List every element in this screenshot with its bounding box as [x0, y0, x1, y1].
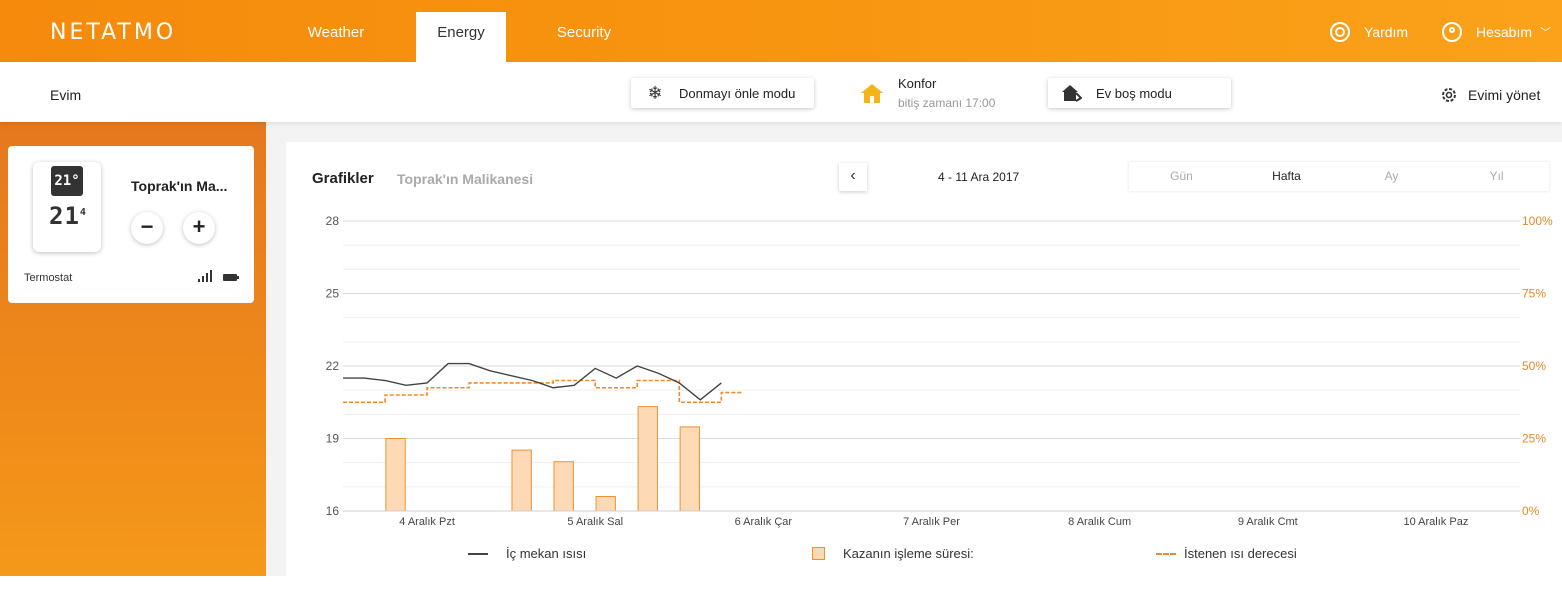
x-tick-label: 9 Aralık Cmt: [1238, 516, 1298, 528]
thermostat-display: 21° 214: [33, 162, 101, 252]
y-right-tick-label: 50%: [1522, 359, 1546, 373]
period-year[interactable]: Yıl: [1489, 169, 1504, 183]
setpoint-temperature: 21°: [51, 166, 83, 196]
home-toolbar: Evim ❄ Donmayı önle modu Konfor bitiş za…: [0, 62, 1562, 122]
legend-boiler-time: Kazanın işleme süresi:: [812, 546, 974, 561]
legend-dash-swatch: [1156, 552, 1176, 555]
boiler-bar: [595, 496, 616, 512]
increase-temperature-button[interactable]: +: [183, 212, 215, 244]
legend-label: Kazanın işleme süresi:: [843, 546, 974, 561]
x-tick-label: 8 Aralık Cum: [1068, 516, 1131, 528]
legend-label: İç mekan ısısı: [506, 546, 587, 561]
home-name[interactable]: Evim: [50, 87, 82, 103]
top-navigation-bar: NETATMO Weather Energy Security Yardım H…: [0, 0, 1562, 62]
date-range: 4 - 11 Ara 2017: [938, 170, 1020, 184]
boiler-bar: [637, 406, 658, 512]
y-right-tick-label: 100%: [1522, 214, 1553, 228]
y-left-tick-label: 16: [326, 504, 340, 518]
help-label: Yardım: [1364, 24, 1409, 40]
x-tick-label: 6 Aralık Çar: [735, 516, 793, 528]
thermostat-card[interactable]: 21° 214 Toprak'ın Ma... − + Termostat: [8, 146, 254, 303]
decrease-temperature-button[interactable]: −: [131, 212, 163, 244]
battery-icon: [223, 274, 239, 281]
period-day[interactable]: Gün: [1170, 169, 1193, 183]
boiler-bar: [553, 461, 574, 512]
y-right-tick-label: 25%: [1522, 432, 1546, 446]
tab-weather[interactable]: Weather: [307, 24, 365, 41]
current-temperature: 214: [49, 202, 87, 230]
legend-indoor-temp: İç mekan ısısı: [468, 546, 586, 561]
manage-home-label: Evimi yönet: [1468, 87, 1541, 103]
x-tick-label: 5 Aralık Sal: [567, 516, 623, 528]
legend-label: İstenen ısı derecesi: [1184, 546, 1297, 561]
help-link[interactable]: Yardım: [1330, 22, 1408, 42]
comfort-title: Konfor: [898, 76, 937, 91]
y-left-tick-label: 28: [326, 214, 340, 228]
boiler-bar: [511, 449, 532, 512]
snowflake-icon: ❄: [647, 82, 663, 103]
device-sidebar: 21° 214 Toprak'ın Ma... − + Termostat: [0, 122, 266, 576]
away-mode-label: Ev boş modu: [1096, 85, 1172, 101]
home-icon: [861, 84, 883, 103]
previous-period-button[interactable]: ‹: [839, 163, 867, 191]
y-left-tick-label: 25: [326, 287, 340, 301]
x-tick-label: 4 Aralık Pzt: [399, 516, 455, 528]
period-month[interactable]: Ay: [1384, 169, 1399, 183]
away-mode-button[interactable]: Ev boş modu: [1048, 78, 1231, 108]
gear-icon: [1442, 88, 1456, 102]
indoor-temperature-line: [343, 362, 722, 401]
chevron-down-icon: ﹀: [1540, 27, 1552, 39]
legend-bar-swatch: [812, 547, 825, 560]
account-label: Hesabım: [1476, 24, 1533, 40]
legend-line-swatch: [468, 552, 488, 555]
account-menu[interactable]: Hesabım ﹀: [1442, 22, 1551, 42]
frost-guard-label: Donmayı önle modu: [679, 85, 796, 101]
lifebuoy-icon: [1330, 22, 1350, 42]
x-tick-label: 10 Aralık Paz: [1404, 516, 1469, 528]
period-week[interactable]: Hafta: [1272, 169, 1301, 183]
graphs-title: Grafikler: [312, 170, 374, 187]
comfort-end-time: bitiş zamanı 17:00: [898, 96, 996, 110]
chevron-left-icon: ‹: [850, 167, 856, 184]
setpoint-line: [343, 379, 743, 404]
boiler-bar: [385, 438, 406, 512]
period-selector: Gün Hafta Ay Yıl: [1129, 162, 1549, 191]
graphs-home-name: Toprak'ın Malikanesi: [397, 171, 534, 187]
tab-energy[interactable]: Energy: [416, 12, 506, 62]
graphs-panel: [286, 142, 1562, 576]
legend-setpoint: İstenen ısı derecesi: [1156, 546, 1297, 561]
user-icon: [1442, 22, 1462, 42]
x-tick-label: 7 Aralık Per: [903, 516, 960, 528]
house-away-icon: [1062, 85, 1082, 102]
tab-security[interactable]: Security: [556, 24, 612, 41]
y-left-tick-label: 22: [326, 359, 340, 373]
y-left-tick-label: 19: [326, 432, 340, 446]
device-type: Termostat: [24, 272, 73, 284]
frost-guard-button[interactable]: ❄ Donmayı önle modu: [631, 78, 814, 108]
y-right-tick-label: 0%: [1522, 504, 1540, 518]
signal-strength-icon: [198, 270, 212, 282]
netatmo-logo[interactable]: NETATMO: [50, 20, 177, 45]
manage-home-link[interactable]: Evimi yönet: [1440, 86, 1540, 104]
y-right-tick-label: 75%: [1522, 287, 1546, 301]
boiler-bar: [679, 426, 700, 512]
